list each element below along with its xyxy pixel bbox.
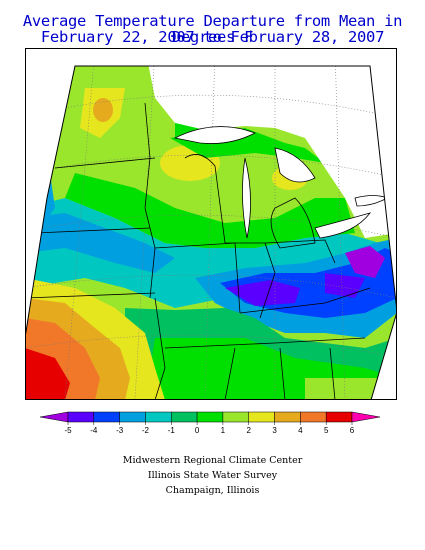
map-subtitle: February 22, 2007 to February 28, 2007: [40, 28, 385, 46]
legend-swatch: [145, 411, 172, 423]
legend-tick-label: 4: [298, 426, 303, 435]
legend-swatch: [171, 411, 198, 423]
legend-tick-label: -3: [116, 426, 124, 435]
legend-tick-label: -1: [168, 426, 176, 435]
legend-swatch: [248, 411, 275, 423]
legend-arrow-high: [351, 411, 380, 423]
legend-swatch: [222, 411, 249, 423]
legend-arrow-low: [40, 411, 69, 423]
legend-swatch: [196, 411, 224, 423]
legend-tick-label: -5: [64, 426, 72, 435]
legend-swatch: [300, 411, 327, 423]
legend-swatch: [119, 411, 146, 423]
legend-tick-label: 2: [247, 426, 252, 435]
legend-swatch: [67, 411, 95, 423]
legend-tick-label: 6: [350, 426, 355, 435]
credit-line-1: Midwestern Regional Climate Center: [122, 455, 303, 466]
legend-tick-label: -2: [142, 426, 150, 435]
legend-swatch: [274, 411, 301, 423]
temperature-departure-map: [25, 48, 397, 400]
color-scale-legend: -5 -4 -3 -2 -1 0 1 2 3 4 5 6: [40, 411, 380, 435]
map-title: Average Temperature Departure from Mean …: [22, 12, 403, 46]
credit-line-2: Illinois State Water Survey: [147, 470, 278, 481]
credit-line-3: Champaign, Illinois: [165, 485, 260, 496]
legend-swatch: [93, 411, 120, 423]
legend-swatch: [325, 411, 353, 423]
legend-tick-label: 5: [324, 426, 329, 435]
legend-tick-label: 0: [195, 426, 200, 435]
legend-tick-label: 1: [221, 426, 226, 435]
legend-tick-label: -4: [90, 426, 98, 435]
legend-tick-label: 3: [272, 426, 277, 435]
